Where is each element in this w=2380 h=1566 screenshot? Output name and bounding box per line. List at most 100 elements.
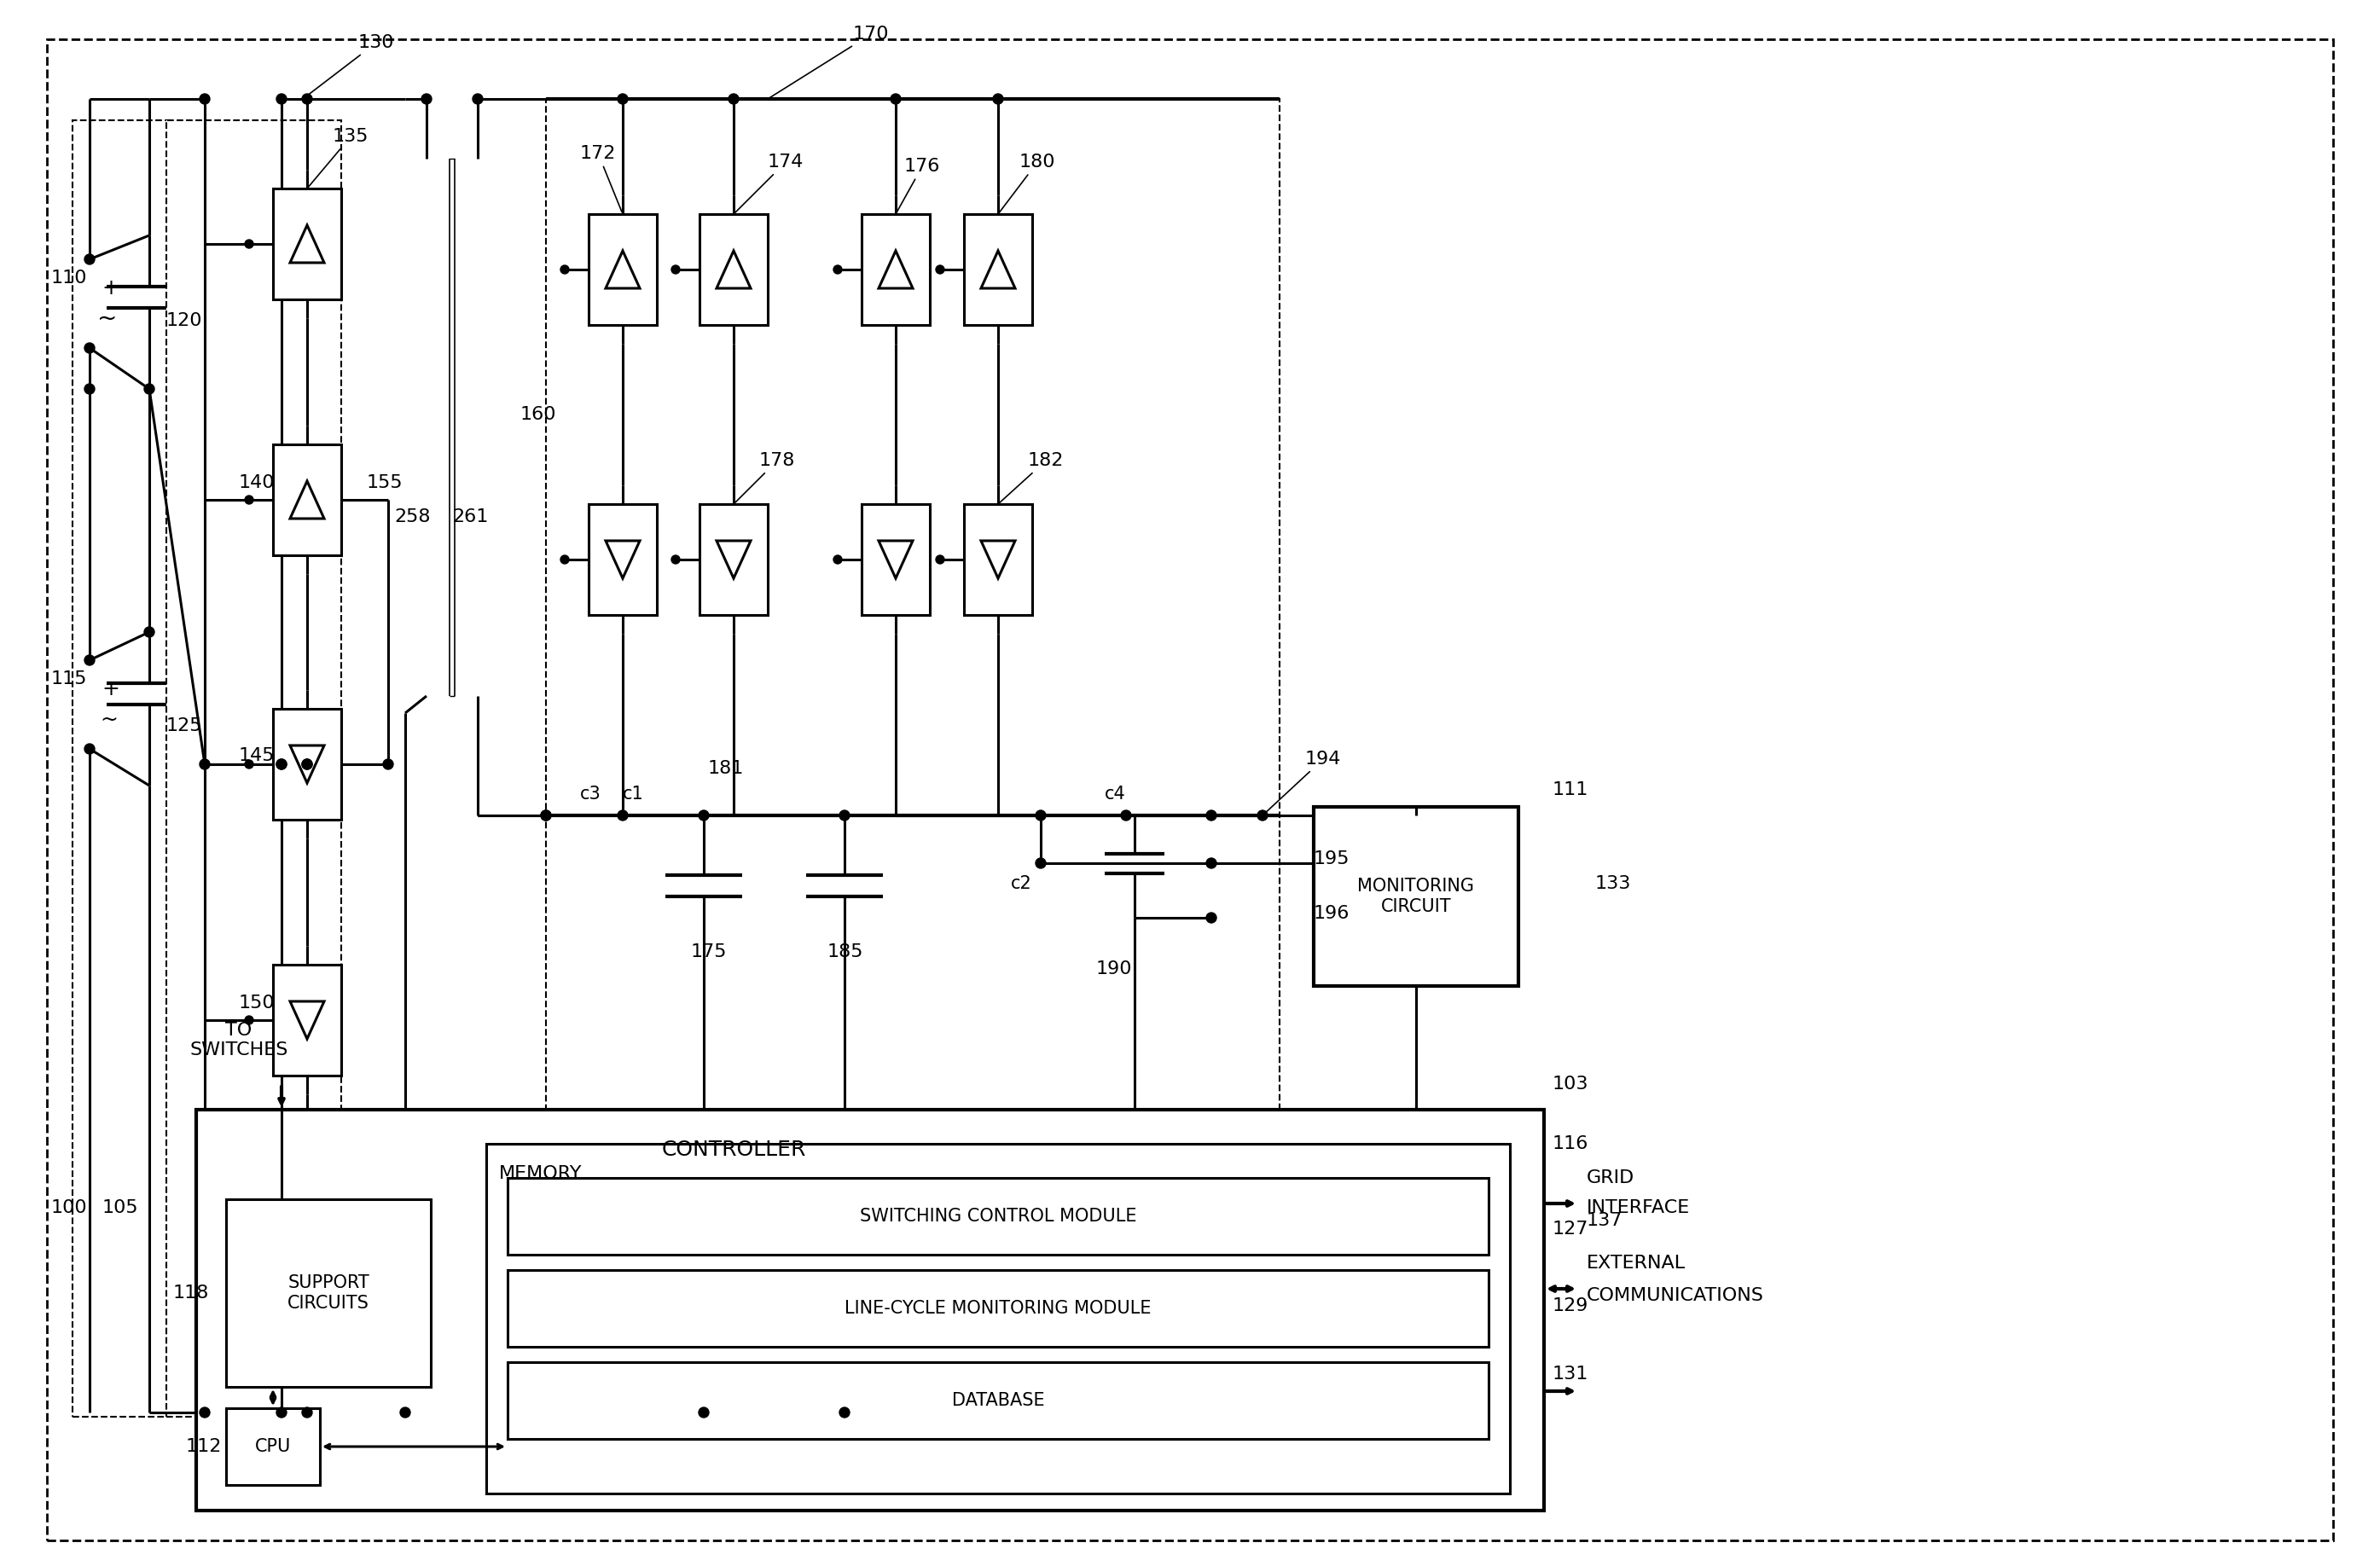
Circle shape bbox=[1035, 858, 1045, 868]
FancyBboxPatch shape bbox=[274, 709, 340, 819]
Text: SWITCHING CONTROL MODULE: SWITCHING CONTROL MODULE bbox=[859, 1207, 1138, 1225]
Circle shape bbox=[890, 94, 900, 103]
Circle shape bbox=[245, 240, 252, 247]
Text: 174: 174 bbox=[735, 153, 804, 213]
Text: 103: 103 bbox=[1552, 1076, 1590, 1093]
FancyBboxPatch shape bbox=[226, 1200, 431, 1387]
Circle shape bbox=[83, 384, 95, 395]
Text: 118: 118 bbox=[174, 1284, 209, 1301]
Circle shape bbox=[616, 810, 628, 821]
Text: c4: c4 bbox=[1104, 786, 1126, 803]
Text: 196: 196 bbox=[1314, 905, 1349, 922]
Text: ~: ~ bbox=[100, 709, 119, 730]
Circle shape bbox=[245, 495, 252, 504]
Text: 160: 160 bbox=[521, 406, 557, 423]
Text: c2: c2 bbox=[1011, 875, 1033, 893]
Text: 180: 180 bbox=[1000, 153, 1057, 213]
FancyBboxPatch shape bbox=[507, 1178, 1488, 1254]
Text: MEMORY: MEMORY bbox=[500, 1165, 583, 1182]
Circle shape bbox=[383, 760, 393, 769]
Circle shape bbox=[302, 94, 312, 103]
Circle shape bbox=[200, 94, 209, 103]
Circle shape bbox=[83, 254, 95, 265]
FancyBboxPatch shape bbox=[486, 1143, 1509, 1494]
Text: 150: 150 bbox=[238, 994, 276, 1012]
FancyBboxPatch shape bbox=[862, 215, 931, 326]
Circle shape bbox=[559, 556, 569, 564]
FancyBboxPatch shape bbox=[274, 188, 340, 299]
Circle shape bbox=[276, 94, 286, 103]
Text: DATABASE: DATABASE bbox=[952, 1392, 1045, 1409]
Text: 105: 105 bbox=[102, 1200, 138, 1217]
Circle shape bbox=[1035, 810, 1045, 821]
Circle shape bbox=[935, 556, 945, 564]
Circle shape bbox=[840, 810, 850, 821]
Text: 112: 112 bbox=[186, 1438, 221, 1455]
Text: 190: 190 bbox=[1097, 960, 1133, 977]
Circle shape bbox=[700, 1408, 709, 1417]
Circle shape bbox=[540, 810, 552, 821]
Circle shape bbox=[276, 1408, 286, 1417]
Circle shape bbox=[421, 94, 431, 103]
Text: TO
SWITCHES: TO SWITCHES bbox=[190, 1021, 288, 1059]
Text: 110: 110 bbox=[52, 269, 88, 287]
Text: EXTERNAL: EXTERNAL bbox=[1587, 1254, 1685, 1272]
Circle shape bbox=[200, 1408, 209, 1417]
Text: 261: 261 bbox=[452, 509, 488, 526]
Circle shape bbox=[145, 384, 155, 395]
Circle shape bbox=[200, 760, 209, 769]
Circle shape bbox=[1207, 913, 1216, 922]
Circle shape bbox=[145, 626, 155, 637]
Text: 258: 258 bbox=[395, 509, 431, 526]
Circle shape bbox=[671, 265, 681, 274]
Circle shape bbox=[833, 556, 843, 564]
FancyBboxPatch shape bbox=[588, 504, 657, 615]
Text: 178: 178 bbox=[735, 453, 795, 503]
FancyBboxPatch shape bbox=[700, 215, 769, 326]
Text: 170: 170 bbox=[769, 25, 890, 97]
Circle shape bbox=[474, 94, 483, 103]
Circle shape bbox=[616, 94, 628, 103]
Text: GRID: GRID bbox=[1587, 1170, 1635, 1187]
Text: INTERFACE: INTERFACE bbox=[1587, 1200, 1690, 1217]
Text: 135: 135 bbox=[309, 128, 369, 186]
FancyBboxPatch shape bbox=[48, 39, 2332, 1541]
Text: CONTROLLER: CONTROLLER bbox=[662, 1140, 807, 1160]
FancyBboxPatch shape bbox=[71, 121, 171, 1417]
FancyBboxPatch shape bbox=[964, 215, 1033, 326]
Circle shape bbox=[245, 1016, 252, 1024]
Text: SUPPORT
CIRCUITS: SUPPORT CIRCUITS bbox=[288, 1275, 369, 1311]
Text: 182: 182 bbox=[1000, 453, 1064, 503]
Text: +: + bbox=[102, 279, 119, 299]
Text: 140: 140 bbox=[238, 474, 276, 492]
Text: 131: 131 bbox=[1552, 1366, 1590, 1383]
Text: 137: 137 bbox=[1587, 1212, 1623, 1229]
Text: 116: 116 bbox=[1552, 1135, 1590, 1153]
Circle shape bbox=[276, 760, 286, 769]
Circle shape bbox=[302, 760, 312, 769]
Text: +: + bbox=[102, 680, 119, 700]
Circle shape bbox=[992, 94, 1004, 103]
FancyBboxPatch shape bbox=[545, 99, 1280, 1413]
FancyBboxPatch shape bbox=[195, 1110, 1545, 1511]
Circle shape bbox=[1207, 810, 1216, 821]
Circle shape bbox=[83, 343, 95, 352]
Text: 175: 175 bbox=[690, 943, 728, 960]
FancyBboxPatch shape bbox=[507, 1270, 1488, 1347]
Text: CPU: CPU bbox=[255, 1438, 290, 1455]
FancyBboxPatch shape bbox=[964, 504, 1033, 615]
Text: 133: 133 bbox=[1595, 875, 1630, 893]
Text: 127: 127 bbox=[1552, 1220, 1590, 1237]
FancyBboxPatch shape bbox=[700, 504, 769, 615]
FancyBboxPatch shape bbox=[226, 1408, 319, 1485]
Circle shape bbox=[83, 655, 95, 666]
Text: 194: 194 bbox=[1264, 750, 1342, 814]
Circle shape bbox=[728, 94, 738, 103]
Circle shape bbox=[935, 265, 945, 274]
Circle shape bbox=[400, 1408, 409, 1417]
Text: MONITORING
CIRCUIT: MONITORING CIRCUIT bbox=[1357, 879, 1476, 915]
Circle shape bbox=[245, 760, 252, 769]
Text: 100: 100 bbox=[52, 1200, 88, 1217]
FancyBboxPatch shape bbox=[1314, 806, 1518, 987]
Circle shape bbox=[700, 810, 709, 821]
